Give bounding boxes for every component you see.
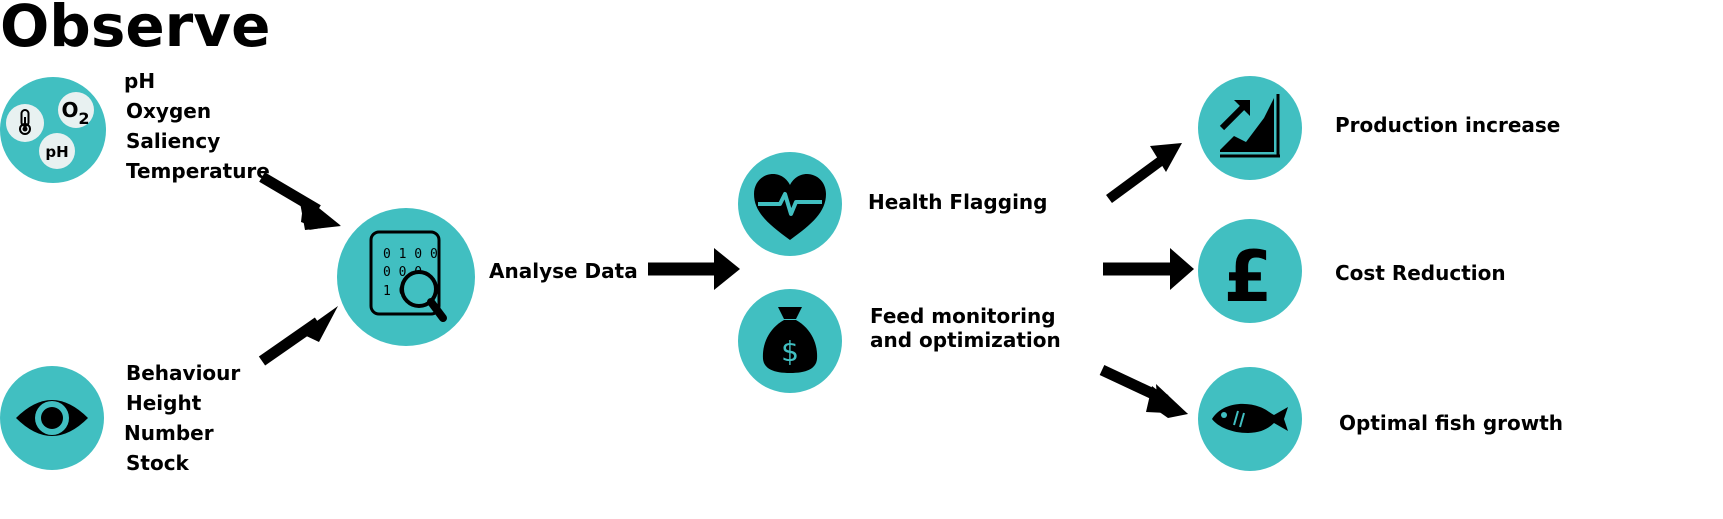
ph-icon-text: pH <box>45 143 68 161</box>
svg-text:0 1 0 0: 0 1 0 0 <box>383 247 438 262</box>
param-ph: pH <box>124 69 156 93</box>
water-sensors-circle: O 2 pH <box>0 77 106 183</box>
oxygen-icon-text: O <box>61 98 78 122</box>
optimal-fish-growth-label: Optimal fish growth <box>1339 411 1564 435</box>
param-oxygen: Oxygen <box>126 99 212 123</box>
cost-reduction-label: Cost Reduction <box>1335 261 1506 285</box>
svg-text:$: $ <box>781 335 799 368</box>
feed-monitoring-label: Feed monitoring and optimization <box>870 304 1061 352</box>
fish-growth-circle <box>1198 367 1302 471</box>
production-circle <box>1198 76 1302 180</box>
arrow-to-cost <box>1103 248 1194 290</box>
data-search-icon: 0 1 0 0 0 0 0 1 0 <box>369 230 447 322</box>
param-stock: Stock <box>126 451 189 475</box>
analyse-data-label: Analyse Data <box>489 259 638 283</box>
water-parameter-list: pH Oxygen Saliency Temperature <box>124 66 270 186</box>
arrow-water-to-analyse <box>259 172 341 230</box>
money-bag-icon: $ <box>762 307 818 373</box>
arrow-analyse-to-outputs <box>648 248 740 290</box>
health-circle <box>738 152 842 256</box>
feed-circle: $ <box>738 289 842 393</box>
fish-icon <box>1212 403 1288 433</box>
production-increase-label: Production increase <box>1335 113 1561 137</box>
arrow-behaviour-to-analyse <box>258 306 338 366</box>
growth-chart-icon <box>1219 94 1280 158</box>
svg-text:2: 2 <box>78 109 89 128</box>
arrow-to-production <box>1106 143 1182 204</box>
pound-icon: £ <box>1224 236 1273 318</box>
cost-circle: £ <box>1198 219 1302 323</box>
param-height: Height <box>126 391 202 415</box>
analyse-data-circle: 0 1 0 0 0 0 0 1 0 <box>337 208 475 346</box>
page-title: Observe <box>0 0 271 60</box>
svg-text:£: £ <box>1224 236 1273 318</box>
param-temperature: Temperature <box>126 159 270 183</box>
arrow-to-growth <box>1099 365 1188 418</box>
health-flagging-label: Health Flagging <box>868 190 1048 214</box>
param-number: Number <box>124 421 214 445</box>
behaviour-parameter-list: Behaviour Height Number Stock <box>124 358 241 478</box>
heart-icon <box>754 174 826 240</box>
param-saliency: Saliency <box>126 129 221 153</box>
param-behaviour: Behaviour <box>126 361 241 385</box>
behaviour-sensor-circle <box>0 366 104 470</box>
thermometer-icon <box>19 109 31 135</box>
eye-icon <box>16 400 88 436</box>
